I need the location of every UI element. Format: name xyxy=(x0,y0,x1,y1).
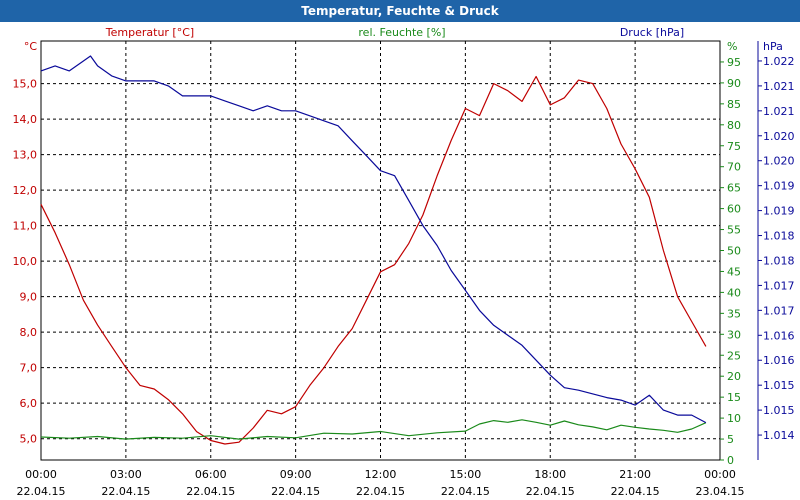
humidity-tick-label: 30 xyxy=(727,328,741,341)
humidity-tick-label: 85 xyxy=(727,98,741,111)
temperature-unit: °C xyxy=(24,40,38,53)
pressure-tick-label: 1.018 xyxy=(763,254,795,267)
temperature-tick-label: 11,0 xyxy=(13,220,38,233)
humidity-unit: % xyxy=(727,40,737,53)
humidity-tick-label: 55 xyxy=(727,224,741,237)
chart-title: Temperatur, Feuchte & Druck xyxy=(0,0,800,22)
temperature-series-line xyxy=(40,75,707,445)
humidity-axis-label: rel. Feuchte [%] xyxy=(358,26,445,39)
pressure-tick-label: 1.016 xyxy=(763,354,795,367)
temperature-tick-label: 10,0 xyxy=(13,255,38,268)
humidity-tick-label: 45 xyxy=(727,265,741,278)
x-tick-time: 00:00 xyxy=(25,468,57,481)
humidity-tick-label: 20 xyxy=(727,370,741,383)
x-tick-date: 23.04.15 xyxy=(696,485,745,498)
pressure-tick-label: 1.018 xyxy=(763,230,795,243)
x-tick-time: 18:00 xyxy=(534,468,566,481)
axes-layer: 00:00 22.04.15 03:00 22.04.15 06:00 22.04.15 0… xyxy=(13,26,795,498)
pressure-tick-label: 1.017 xyxy=(763,304,795,317)
x-tick-time: 03:00 xyxy=(110,468,142,481)
temperature-tick-label: 9,0 xyxy=(20,291,38,304)
humidity-tick-label: 0 xyxy=(727,454,734,467)
x-tick-time: 06:00 xyxy=(195,468,227,481)
humidity-tick-label: 65 xyxy=(727,182,741,195)
temperature-axis-label: Temperatur [°C] xyxy=(105,26,194,39)
pressure-tick-label: 1.019 xyxy=(763,205,795,218)
humidity-tick-label: 40 xyxy=(727,286,741,299)
humidity-tick-label: 90 xyxy=(727,77,741,90)
humidity-tick-label: 25 xyxy=(727,349,741,362)
grid-lines xyxy=(41,41,720,460)
temperature-tick-label: 7,0 xyxy=(20,362,38,375)
pressure-tick-label: 1.021 xyxy=(763,105,795,118)
humidity-tick-label: 95 xyxy=(727,56,741,69)
humidity-tick-label: 60 xyxy=(727,203,741,216)
temperature-tick-label: 13,0 xyxy=(13,149,38,162)
pressure-tick-label: 1.019 xyxy=(763,180,795,193)
pressure-unit: hPa xyxy=(763,40,783,53)
pressure-tick-label: 1.021 xyxy=(763,80,795,93)
x-tick-date: 22.04.15 xyxy=(526,485,575,498)
humidity-tick-label: 50 xyxy=(727,245,741,258)
pressure-tick-label: 1.020 xyxy=(763,155,795,168)
x-tick-time: 09:00 xyxy=(280,468,312,481)
x-tick-date: 22.04.15 xyxy=(356,485,405,498)
x-tick-time: 12:00 xyxy=(365,468,397,481)
humidity-tick-label: 75 xyxy=(727,140,741,153)
temperature-tick-label: 12,0 xyxy=(13,184,38,197)
x-tick-time: 00:00 xyxy=(704,468,736,481)
humidity-tick-label: 10 xyxy=(727,412,741,425)
pressure-tick-label: 1.022 xyxy=(763,55,795,68)
pressure-series-line xyxy=(40,55,707,424)
x-tick-date: 22.04.15 xyxy=(271,485,320,498)
x-tick-time: 21:00 xyxy=(619,468,651,481)
pressure-tick-label: 1.015 xyxy=(763,379,795,392)
pressure-tick-label: 1.015 xyxy=(763,404,795,417)
x-tick-time: 15:00 xyxy=(450,468,482,481)
pressure-tick-label: 1.014 xyxy=(763,429,795,442)
temperature-tick-label: 15,0 xyxy=(13,78,38,91)
humidity-series-line xyxy=(40,419,707,440)
humidity-tick-label: 5 xyxy=(727,433,734,446)
x-tick-date: 22.04.15 xyxy=(17,485,66,498)
humidity-tick-label: 35 xyxy=(727,307,741,320)
pressure-axis-label: Druck [hPa] xyxy=(620,26,684,39)
temperature-tick-label: 14,0 xyxy=(13,113,38,126)
pressure-tick-label: 1.020 xyxy=(763,130,795,143)
temperature-tick-label: 6,0 xyxy=(20,397,38,410)
chart-canvas: 00:00 22.04.15 03:00 22.04.15 06:00 22.04.15 0… xyxy=(13,26,795,498)
x-tick-date: 22.04.15 xyxy=(101,485,150,498)
humidity-tick-label: 80 xyxy=(727,119,741,132)
temperature-tick-label: 5,0 xyxy=(20,433,38,446)
humidity-tick-label: 70 xyxy=(727,161,741,174)
pressure-tick-label: 1.016 xyxy=(763,329,795,342)
x-tick-date: 22.04.15 xyxy=(441,485,490,498)
x-tick-date: 22.04.15 xyxy=(186,485,235,498)
pressure-tick-label: 1.017 xyxy=(763,279,795,292)
series-layer xyxy=(40,55,707,445)
x-tick-date: 22.04.15 xyxy=(611,485,660,498)
temperature-tick-label: 8,0 xyxy=(20,326,38,339)
humidity-tick-label: 15 xyxy=(727,391,741,404)
